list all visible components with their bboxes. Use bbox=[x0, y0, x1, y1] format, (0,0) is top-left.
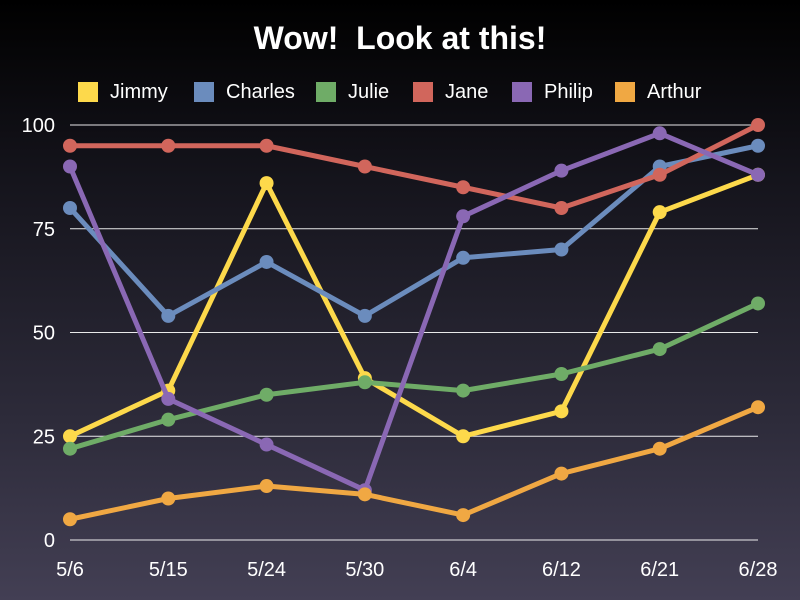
legend-item-charles: Charles bbox=[194, 78, 295, 106]
data-point-julie bbox=[652, 342, 667, 357]
series-charles bbox=[63, 138, 765, 323]
legend-label: Julie bbox=[348, 80, 390, 103]
data-point-arthur bbox=[357, 487, 372, 502]
data-point-julie bbox=[554, 367, 569, 381]
data-point-jane bbox=[652, 167, 667, 182]
y-tick-label: 50 bbox=[33, 323, 55, 345]
y-tick-label: 25 bbox=[33, 426, 55, 448]
x-tick-label: 6/21 bbox=[640, 559, 679, 581]
legend-item-philip: Philip bbox=[512, 78, 593, 106]
series-line-jimmy bbox=[67, 172, 761, 439]
data-point-philip bbox=[161, 391, 176, 406]
data-point-julie bbox=[63, 441, 77, 456]
legend-swatch bbox=[413, 82, 433, 102]
data-point-julie bbox=[456, 383, 471, 398]
data-point-arthur bbox=[751, 400, 765, 415]
series-line-jane bbox=[67, 122, 761, 211]
legend-swatch bbox=[316, 82, 336, 102]
x-tick-label: 6/12 bbox=[542, 559, 581, 581]
legend-swatch bbox=[512, 82, 532, 102]
data-point-jane bbox=[259, 138, 274, 153]
series-jane bbox=[63, 118, 765, 215]
data-point-arthur bbox=[554, 466, 569, 481]
x-tick-label: 5/6 bbox=[56, 559, 84, 581]
data-point-arthur bbox=[652, 441, 667, 456]
data-point-charles bbox=[63, 201, 77, 215]
series-arthur bbox=[63, 400, 765, 527]
data-point-arthur bbox=[161, 491, 176, 506]
data-point-jimmy bbox=[554, 404, 569, 419]
series-julie bbox=[63, 296, 765, 456]
data-point-jane bbox=[554, 201, 569, 215]
data-point-philip bbox=[554, 163, 569, 178]
data-point-charles bbox=[456, 250, 471, 265]
legend: Jimmy Charles Julie Jane Philip Arthur bbox=[0, 78, 800, 108]
data-point-jane bbox=[63, 138, 77, 153]
data-point-philip bbox=[652, 126, 667, 141]
data-point-jimmy bbox=[456, 429, 471, 444]
data-point-jimmy bbox=[259, 176, 274, 191]
legend-swatch bbox=[78, 82, 98, 102]
series-line-julie bbox=[67, 300, 761, 452]
data-point-philip bbox=[751, 167, 765, 182]
x-tick-label: 6/4 bbox=[449, 559, 477, 581]
data-point-charles bbox=[554, 242, 569, 257]
data-point-charles bbox=[751, 138, 765, 153]
data-point-jane bbox=[161, 138, 176, 153]
data-point-julie bbox=[751, 296, 765, 311]
data-point-philip bbox=[259, 437, 274, 452]
data-point-charles bbox=[161, 308, 176, 323]
x-tick-label: 5/15 bbox=[149, 559, 188, 581]
data-point-jane bbox=[751, 118, 765, 132]
series-line-philip bbox=[67, 130, 761, 493]
legend-label: Jane bbox=[445, 80, 489, 103]
chart-title: Wow! Look at this! bbox=[253, 20, 547, 56]
data-point-jane bbox=[456, 180, 471, 195]
data-point-arthur bbox=[456, 508, 471, 523]
legend-label: Philip bbox=[544, 80, 593, 103]
legend-item-jane: Jane bbox=[413, 78, 488, 106]
y-tick-label: 0 bbox=[44, 530, 55, 552]
x-tick-label: 5/30 bbox=[345, 559, 384, 581]
data-point-philip bbox=[63, 159, 77, 174]
legend-item-julie: Julie bbox=[316, 78, 389, 106]
legend-label: Jimmy bbox=[110, 80, 168, 103]
data-point-julie bbox=[259, 387, 274, 402]
x-tick-label: 5/24 bbox=[247, 559, 286, 581]
legend-swatch bbox=[194, 82, 214, 102]
legend-label: Arthur bbox=[647, 80, 702, 103]
data-point-julie bbox=[161, 412, 176, 427]
data-point-jimmy bbox=[652, 205, 667, 220]
data-point-jane bbox=[357, 159, 372, 174]
x-tick-label: 6/28 bbox=[739, 559, 778, 581]
data-point-julie bbox=[357, 375, 372, 390]
data-point-charles bbox=[259, 254, 274, 269]
legend-item-jimmy: Jimmy bbox=[78, 78, 168, 106]
y-tick-label: 100 bbox=[22, 115, 55, 137]
data-point-philip bbox=[456, 209, 471, 224]
y-tick-label: 75 bbox=[33, 219, 55, 241]
legend-item-arthur: Arthur bbox=[615, 78, 701, 106]
data-point-charles bbox=[357, 308, 372, 323]
legend-label: Charles bbox=[226, 80, 295, 103]
data-point-arthur bbox=[259, 479, 274, 494]
legend-swatch bbox=[615, 82, 635, 102]
data-point-arthur bbox=[63, 512, 77, 527]
data-point-jimmy bbox=[63, 429, 77, 444]
series-line-arthur bbox=[67, 404, 761, 522]
